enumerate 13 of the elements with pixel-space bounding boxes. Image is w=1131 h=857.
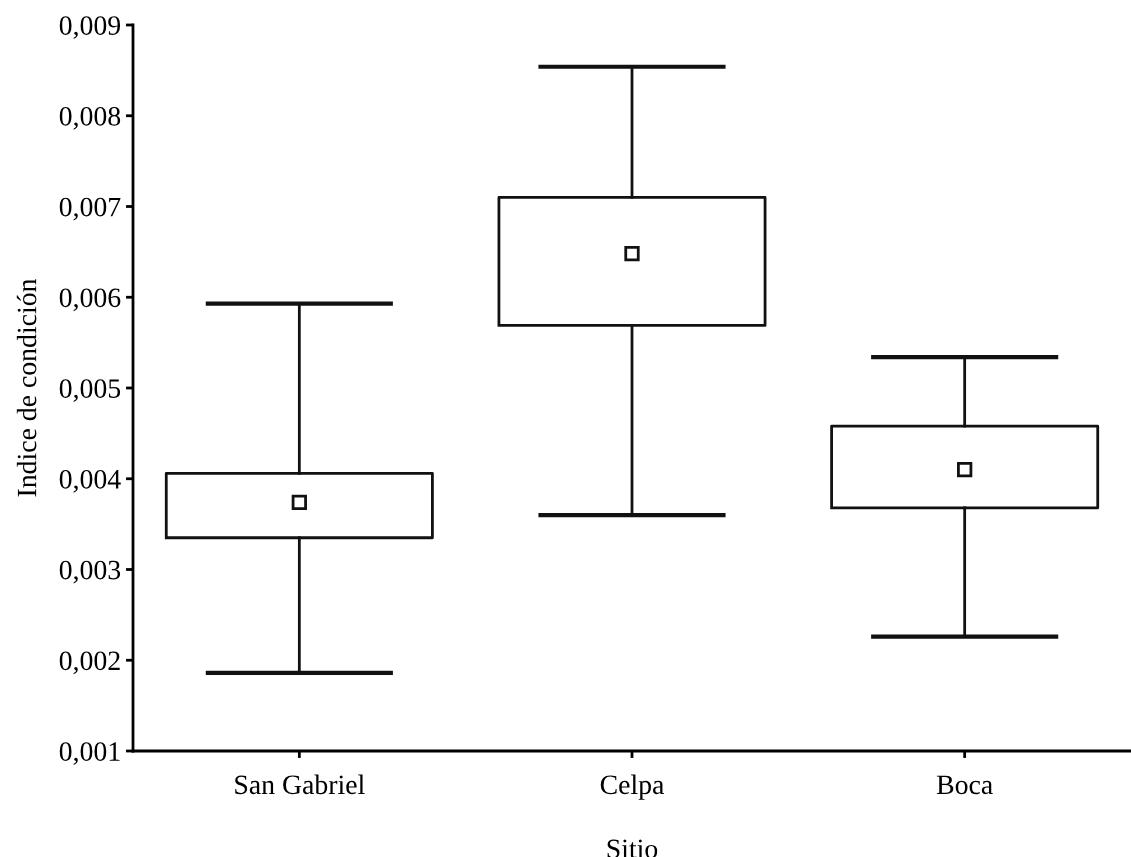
x-tick-label: Boca [936, 775, 993, 795]
y-tick-label: 0,005 [59, 379, 121, 402]
y-tick-label: 0,003 [59, 560, 121, 584]
y-axis-title: Indice de condición [16, 278, 37, 497]
x-tick-label: Celpa [600, 774, 665, 800]
y-tick-label: 0,008 [59, 106, 121, 130]
y-tick-label: 0,009 [59, 16, 121, 39]
y-tick-label: 0,004 [59, 469, 121, 493]
y-tick-label: 0,007 [59, 197, 121, 221]
y-tick-label: 0,006 [59, 288, 121, 312]
x-tick-label: San Gabriel [235, 774, 365, 795]
y-tick-label: 0,002 [59, 651, 120, 675]
y-tick-label: 0,001 [59, 742, 120, 765]
